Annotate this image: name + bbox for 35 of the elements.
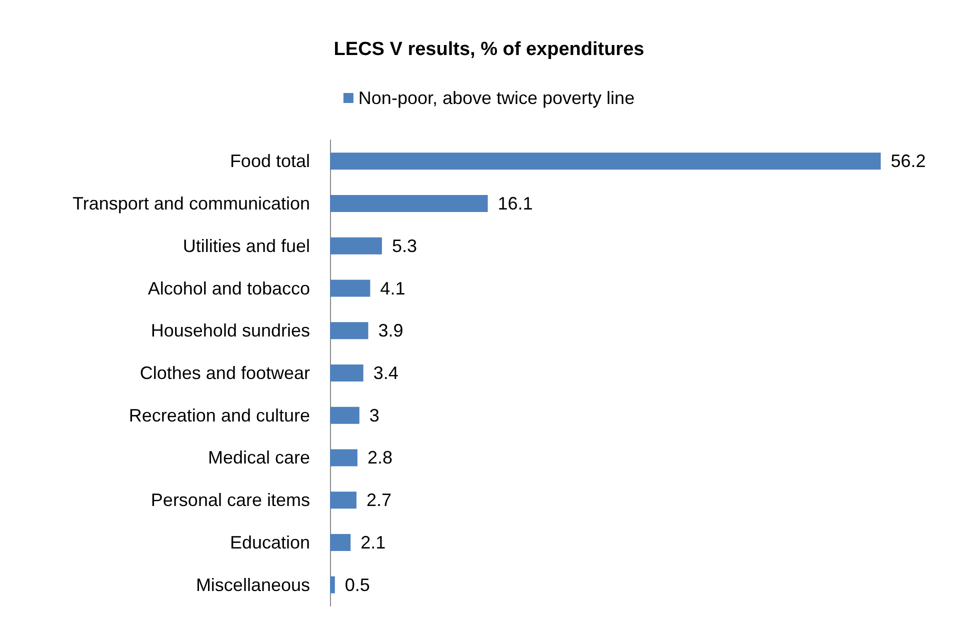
bar	[330, 492, 356, 509]
y-tick-label: Recreation and culture	[128, 405, 310, 426]
y-tick-label: Alcohol and tobacco	[148, 278, 310, 298]
bar	[330, 195, 488, 212]
chart-title: LECS V results, % of expenditures	[334, 39, 644, 60]
y-tick-label: Personal care items	[150, 490, 310, 510]
data-label: 3.4	[373, 363, 398, 383]
data-label: 2.8	[367, 448, 392, 468]
bar	[330, 237, 382, 254]
data-label: 16.1	[498, 194, 533, 214]
y-tick-label: Miscellaneous	[196, 574, 310, 595]
data-label: 3	[369, 405, 380, 426]
bar	[330, 364, 364, 382]
y-tick-label: Transport and communication	[72, 194, 310, 214]
legend-label: Non-poor, above twice poverty line	[358, 88, 635, 108]
y-tick-label: Medical care	[208, 448, 310, 468]
y-tick-label: Food total	[230, 151, 310, 172]
y-tick-label: Household sundries	[150, 320, 310, 341]
bar	[330, 280, 370, 297]
y-tick-label: Education	[230, 532, 310, 552]
bar	[330, 534, 351, 551]
y-tick-label: Utilities and fuel	[182, 236, 310, 256]
bar	[330, 406, 360, 424]
data-label: 5.3	[392, 236, 417, 256]
bar	[330, 576, 335, 594]
data-label: 4.1	[380, 278, 406, 298]
data-label: 56.2	[890, 151, 926, 172]
data-label: 3.9	[378, 320, 404, 341]
bar	[330, 322, 368, 340]
bar	[330, 152, 881, 170]
data-label: 2.7	[366, 490, 392, 510]
y-tick-label: Clothes and footwear	[140, 363, 310, 383]
bar	[330, 449, 358, 466]
data-label: 2.1	[360, 532, 386, 552]
data-label: 0.5	[344, 574, 370, 595]
